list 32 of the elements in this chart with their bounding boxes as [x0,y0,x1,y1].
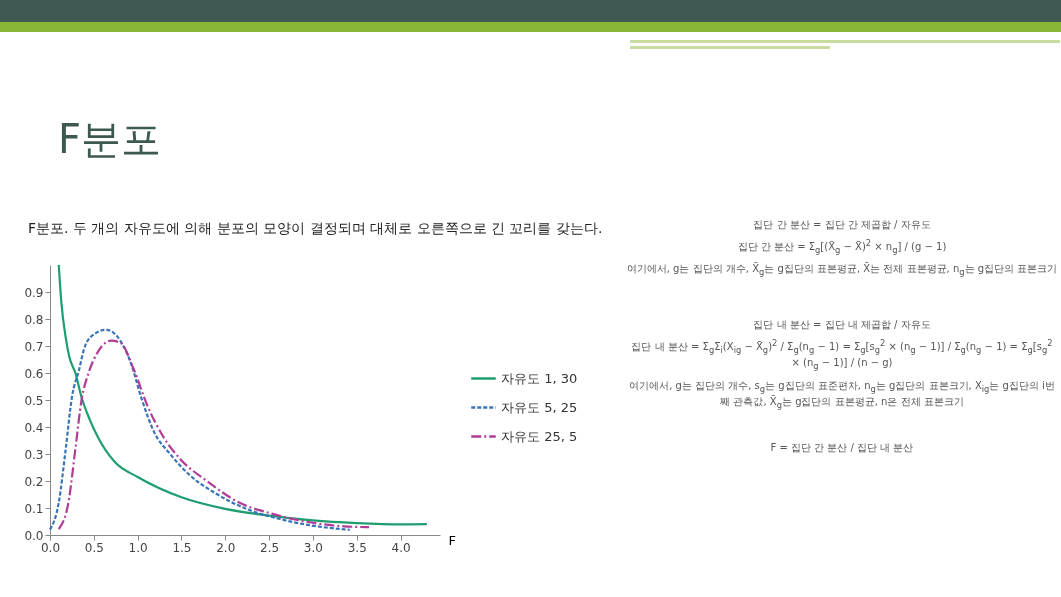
y-tick-label: 0.9 [24,285,44,300]
x-tick-label: 2.0 [216,540,236,555]
y-tick-label: 0.2 [24,474,44,489]
legend-label: 자유도 1, 30 [501,370,578,386]
legend-label: 자유도 25, 5 [501,428,578,444]
x-tick-label: 3.5 [347,540,367,555]
chart-subtitle: F분포. 두 개의 자유도에 의해 분포의 모양이 결정되며 대체로 오른쪽으로 긴 꼬리를 갖는다. [28,220,603,238]
legend-label: 자유도 5, 25 [501,399,578,415]
x-tick-label: 1.0 [128,540,148,555]
x-axis-title: F [448,532,456,548]
x-tick-label: 1.5 [172,540,192,555]
x-tick-label: 3.0 [303,540,323,555]
x-tick-label: 4.0 [391,540,411,555]
y-tick-label: 0.0 [24,528,44,543]
chart-title: F분포 [58,115,162,164]
y-tick-label: 0.4 [24,420,44,435]
text: 집단 내 분산 = 집단 내 제곱합 / 자유도 [752,318,932,332]
y-tick-label: 0.7 [24,339,44,354]
y-tick-label: 0.3 [24,447,44,462]
text: F = 집단 간 분산 / 집단 내 분산 [769,441,915,455]
y-tick-label: 0.5 [24,393,44,408]
text: 여기에서, g는 집단의 개수, X̄$_{g}$는 g집단의 표본평균, X̄는 전체 표본평균, n$_{g}$는 g집단의 표본크기 [626,262,1058,279]
y-tick-label: 0.8 [24,312,44,327]
x-tick-label: 2.5 [260,540,280,555]
text: 집단 간 분산 = Σ$_{g}$[(X̄$_{g}$ − X̄)$^{2}$ × n$_{g}$] / (g − 1) [737,237,947,255]
x-tick-label: 0.0 [40,540,61,555]
text: 여기에서, g는 집단의 개수, s$_{g}$는 g집단의 표준편차, n$_{g}$는 g집단의 표본크기, X$_{ig}$는 g집단의 i번째 관측값, X̄$_{g}$는 g집단의 표본평균, n은 전체 표본크기 [629,379,1055,410]
y-tick-label: 0.6 [24,366,44,381]
x-tick-label: 0.5 [84,540,104,555]
y-tick-label: 0.1 [24,501,44,516]
text: 집단 간 분산 = 집단 간 제곱합 / 자유도 [752,218,932,232]
line-series [57,263,428,526]
